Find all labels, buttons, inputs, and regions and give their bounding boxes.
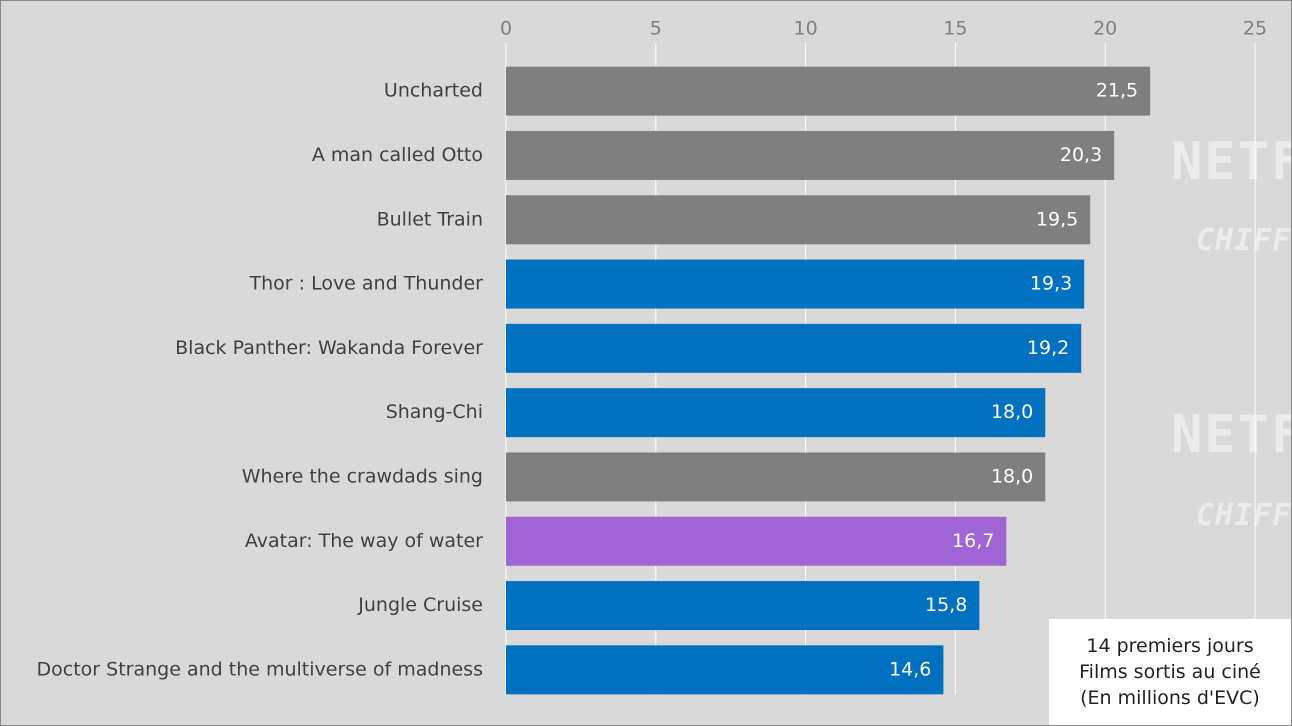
bar [506, 645, 944, 695]
data-label: 18,0 [991, 401, 1033, 423]
category-label: A man called Otto [312, 144, 483, 166]
x-tick-label: 0 [500, 18, 512, 40]
data-label: 21,5 [1096, 80, 1138, 102]
data-label: 19,2 [1027, 337, 1069, 359]
category-label: Thor : Love and Thunder [249, 273, 484, 295]
data-label: 19,3 [1030, 273, 1072, 295]
category-label: Shang-Chi [386, 401, 483, 423]
x-tick-label: 15 [943, 18, 967, 40]
note-line-days: 14 premiers jours [1086, 635, 1254, 657]
x-tick-label: 5 [650, 18, 662, 40]
bar [506, 452, 1046, 502]
category-label: Doctor Strange and the multiverse of mad… [37, 658, 483, 680]
bar [506, 581, 980, 631]
bar [506, 259, 1085, 309]
x-tick-label: 25 [1243, 18, 1267, 40]
data-label: 15,8 [925, 594, 967, 616]
data-label: 19,5 [1036, 208, 1078, 230]
category-label: Where the crawdads sing [242, 465, 483, 487]
data-label: 16,7 [952, 530, 994, 552]
x-tick-label: 20 [1093, 18, 1117, 40]
bar [506, 66, 1151, 116]
bar [506, 195, 1091, 245]
bar [506, 130, 1115, 180]
category-label: Avatar: The way of water [245, 530, 483, 552]
bar [506, 323, 1082, 373]
x-tick-label: 10 [794, 18, 818, 40]
data-label: 14,6 [889, 658, 931, 680]
data-label: 18,0 [991, 465, 1033, 487]
data-label: 20,3 [1060, 144, 1102, 166]
bar [506, 516, 1007, 566]
note-line-unit: (En millions d'EVC) [1080, 687, 1260, 709]
category-label: Uncharted [384, 80, 483, 102]
category-label: Bullet Train [377, 208, 483, 230]
chart-note: 14 premiers jours Films sortis au ciné (… [1049, 619, 1291, 725]
bar [506, 388, 1046, 438]
category-label: Black Panther: Wakanda Forever [175, 337, 483, 359]
category-label: Jungle Cruise [357, 594, 483, 616]
note-line-films: Films sortis au ciné [1079, 661, 1261, 683]
